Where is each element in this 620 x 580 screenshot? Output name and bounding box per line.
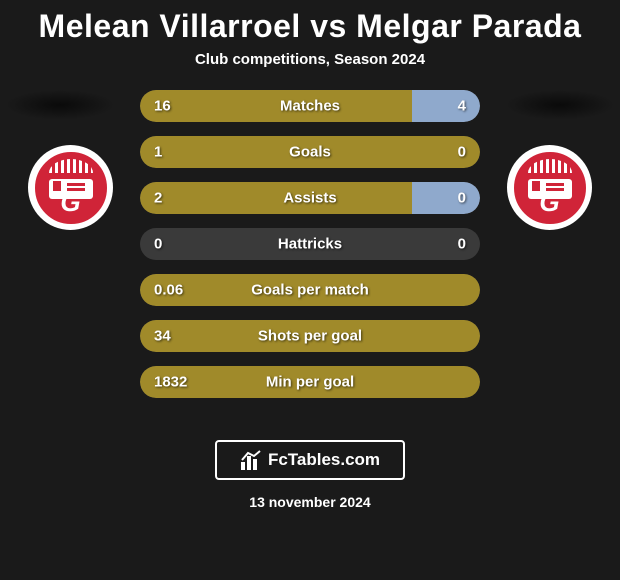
player1-club-badge: G — [28, 145, 113, 230]
brand-logo: FcTables.com — [215, 440, 405, 480]
player1-value: 0 — [154, 236, 162, 253]
player2-value: 0 — [458, 236, 466, 253]
stat-row: 16 4 Matches — [140, 90, 480, 122]
player2-bar-segment — [412, 90, 480, 122]
stat-row: 1 0 Goals — [140, 136, 480, 168]
player2-value: 0 — [458, 190, 466, 207]
stat-label: Min per goal — [266, 374, 354, 391]
stat-label: Matches — [280, 98, 340, 115]
player2-value: 4 — [458, 98, 466, 115]
player2-value: 0 — [458, 144, 466, 161]
stat-label: Goals per match — [251, 282, 369, 299]
player1-bar-segment — [140, 90, 412, 122]
stat-row: 34 Shots per goal — [140, 320, 480, 352]
player2-bar-segment — [412, 182, 480, 214]
player1-value: 34 — [154, 328, 171, 345]
player1-value: 0.06 — [154, 282, 183, 299]
shadow-left — [5, 90, 115, 120]
stat-row: 0.06 Goals per match — [140, 274, 480, 306]
player1-value: 16 — [154, 98, 171, 115]
player1-value: 1832 — [154, 374, 187, 391]
brand-text: FcTables.com — [268, 450, 380, 470]
stat-row: 2 0 Assists — [140, 182, 480, 214]
stat-row: 0 0 Hattricks — [140, 228, 480, 260]
page-title: Melean Villarroel vs Melgar Parada — [0, 0, 620, 45]
player2-club-badge: G — [507, 145, 592, 230]
stat-label: Hattricks — [278, 236, 342, 253]
stat-bars: 16 4 Matches 1 0 Goals 2 0 Assists 0 0 Hattricks 0.0… — [140, 90, 480, 412]
chart-icon — [240, 450, 262, 470]
stat-label: Assists — [283, 190, 336, 207]
date-label: 13 november 2024 — [0, 494, 620, 510]
player1-bar-segment — [140, 182, 412, 214]
stat-row: 1832 Min per goal — [140, 366, 480, 398]
shadow-right — [505, 90, 615, 120]
stat-label: Goals — [289, 144, 331, 161]
page-subtitle: Club competitions, Season 2024 — [0, 51, 620, 68]
stat-label: Shots per goal — [258, 328, 362, 345]
comparison-panel: G G 16 4 Matches 1 0 Goals 2 0 Assists 0 0 Hattrick… — [0, 90, 620, 410]
player1-value: 2 — [154, 190, 162, 207]
player1-value: 1 — [154, 144, 162, 161]
